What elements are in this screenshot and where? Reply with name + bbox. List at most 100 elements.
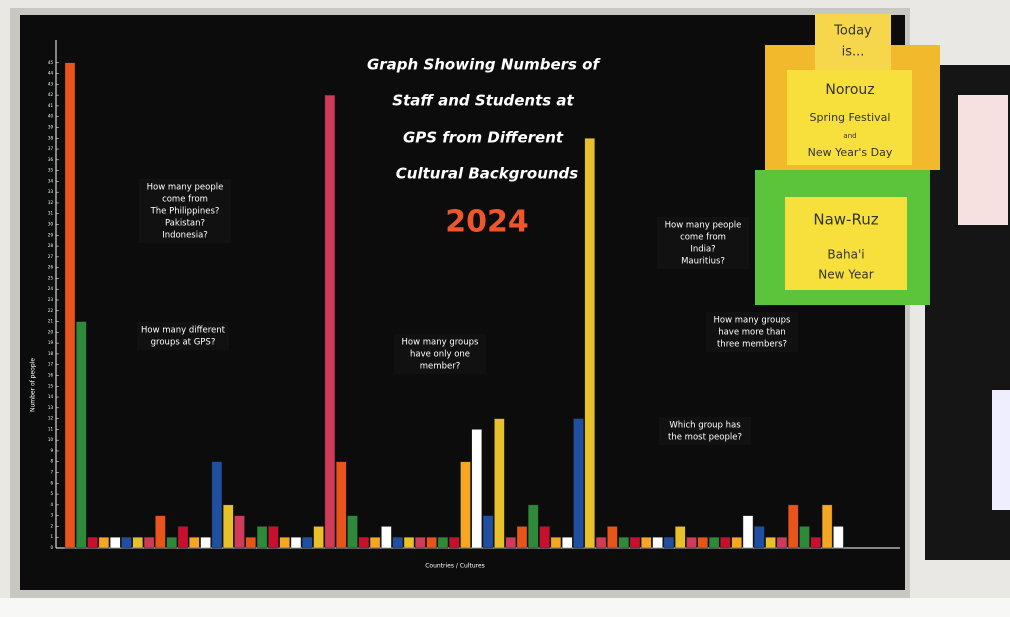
y-tick-label: 15: [48, 383, 54, 388]
bar: [562, 537, 572, 548]
bar: [144, 537, 154, 548]
bar: [607, 526, 617, 548]
bar: [99, 537, 109, 548]
bar: [574, 419, 584, 548]
question-text: How many groups: [402, 338, 480, 348]
bar: [698, 537, 708, 548]
y-tick-label: 18: [48, 351, 54, 356]
sign-text: is...: [842, 45, 865, 60]
question-text: Indonesia?: [162, 231, 208, 241]
bar: [641, 537, 651, 548]
y-tick-label: 40: [48, 114, 54, 119]
bar: [65, 63, 75, 548]
question-text: come from: [162, 195, 208, 205]
y-tick-label: 42: [48, 92, 54, 97]
question-text: India?: [690, 245, 715, 255]
bar: [155, 516, 165, 548]
y-tick-label: 28: [48, 243, 54, 248]
bar: [472, 429, 482, 548]
question-text: The Philippines?: [150, 207, 220, 217]
bar: [302, 537, 312, 548]
y-tick-label: 31: [48, 211, 54, 216]
x-axis-label: Countries / Cultures: [425, 563, 485, 570]
y-tick-label: 16: [48, 372, 54, 377]
bar: [619, 537, 629, 548]
question-text: the most people?: [668, 433, 742, 443]
poster: [992, 390, 1010, 510]
question-text: How many people: [665, 221, 742, 231]
bar: [483, 516, 493, 548]
y-tick-label: 41: [48, 103, 54, 108]
bar: [246, 537, 256, 548]
question-text: have only one: [410, 350, 470, 360]
bar: [167, 537, 177, 548]
sign-text: Naw-Ruz: [813, 211, 878, 229]
bar: [370, 537, 380, 548]
bar: [268, 526, 278, 548]
shelf: [0, 598, 1010, 617]
title-line: GPS from Different: [403, 129, 564, 147]
bar: [687, 537, 697, 548]
bar: [348, 516, 358, 548]
y-tick-label: 14: [48, 394, 54, 399]
sign-text: Norouz: [825, 82, 874, 98]
bar: [630, 537, 640, 548]
y-tick-label: 20: [48, 329, 54, 334]
bar: [777, 537, 787, 548]
question-text: have more than: [718, 328, 786, 338]
y-tick-label: 21: [48, 319, 54, 324]
question-text: member?: [420, 362, 460, 372]
bar: [336, 462, 346, 548]
y-tick-label: 24: [48, 286, 54, 291]
y-tick-label: 36: [48, 157, 54, 162]
y-tick-label: 43: [48, 81, 54, 86]
y-tick-label: 38: [48, 135, 54, 140]
bar: [811, 537, 821, 548]
y-tick-label: 37: [48, 146, 54, 151]
y-tick-label: 32: [48, 200, 54, 205]
bar: [800, 526, 810, 548]
bar: [280, 537, 290, 548]
scene: Today is... Norouz Spring Festival and N…: [0, 0, 1010, 617]
bar: [291, 537, 301, 548]
y-tick-label: 23: [48, 297, 54, 302]
bar: [110, 537, 120, 548]
year: 2024: [445, 205, 529, 240]
question-text: three members?: [717, 340, 787, 350]
y-axis-label: Number of people: [30, 358, 37, 412]
sign-text: Baha'i: [827, 248, 864, 262]
question-text: groups at GPS?: [151, 338, 216, 348]
y-tick-label: 19: [48, 340, 54, 345]
bar: [133, 537, 143, 548]
bar: [551, 537, 561, 548]
bar: [675, 526, 685, 548]
poster: [958, 95, 1008, 225]
bar: [732, 537, 742, 548]
bar: [449, 537, 459, 548]
bar: [257, 526, 267, 548]
bar: [754, 526, 764, 548]
bar: [201, 537, 211, 548]
bar: [766, 537, 776, 548]
y-tick-label: 29: [48, 232, 54, 237]
sign-text: and: [843, 132, 856, 140]
y-tick-label: 12: [48, 416, 54, 421]
bar: [438, 537, 448, 548]
title-line: Staff and Students at: [392, 92, 574, 110]
bar: [404, 537, 414, 548]
bar: [461, 462, 471, 548]
bar: [833, 526, 843, 548]
y-tick-label: 45: [48, 60, 54, 65]
title-line: Graph Showing Numbers of: [367, 56, 602, 74]
y-tick-label: 22: [48, 308, 54, 313]
bar: [88, 537, 98, 548]
bar: [212, 462, 222, 548]
bar: [189, 537, 199, 548]
y-tick-label: 35: [48, 168, 54, 173]
bar: [517, 526, 527, 548]
bar: [528, 505, 538, 548]
y-tick-label: 10: [48, 437, 54, 442]
question-text: Which group has: [669, 421, 741, 431]
y-tick-label: 33: [48, 189, 54, 194]
today-card: [815, 14, 891, 70]
